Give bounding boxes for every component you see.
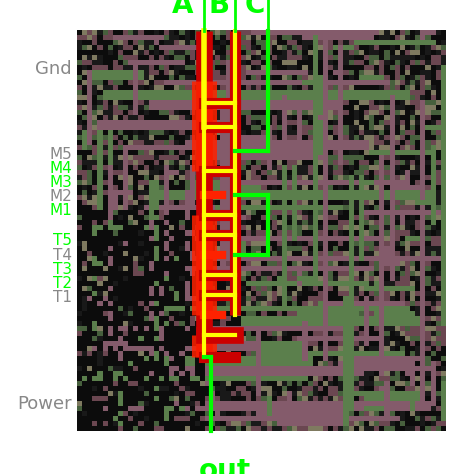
Text: out: out (199, 457, 251, 474)
Text: A: A (171, 0, 193, 19)
Text: B: B (209, 0, 230, 19)
Text: T3: T3 (53, 262, 72, 277)
Text: M1: M1 (49, 203, 72, 219)
Text: Gnd: Gnd (36, 60, 72, 78)
Text: M5: M5 (49, 146, 72, 162)
Text: Power: Power (18, 395, 72, 413)
Text: T4: T4 (53, 247, 72, 263)
Text: M2: M2 (49, 189, 72, 204)
Text: C: C (244, 0, 265, 19)
Text: T1: T1 (53, 290, 72, 305)
Text: T2: T2 (53, 276, 72, 291)
Text: M3: M3 (49, 175, 72, 190)
Text: M4: M4 (49, 161, 72, 176)
Text: T5: T5 (53, 233, 72, 248)
